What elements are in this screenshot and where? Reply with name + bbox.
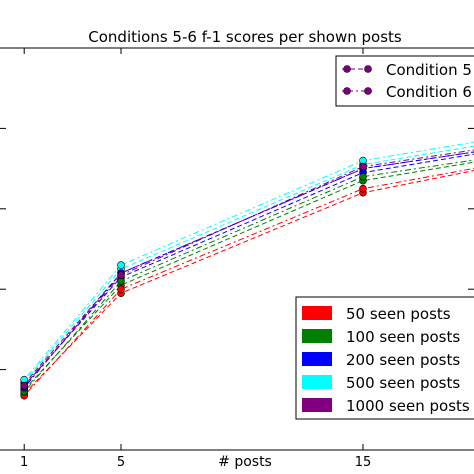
series-line — [23, 141, 474, 380]
legend-label: Condition 6 — [386, 83, 472, 101]
series-line — [23, 159, 474, 393]
data-point — [117, 261, 125, 269]
x-tick-label: 15 — [355, 455, 372, 470]
legend-swatch — [302, 398, 332, 412]
legend-label: 200 seen posts — [346, 351, 460, 369]
legend-swatch — [302, 352, 332, 366]
legend-swatch — [302, 329, 332, 343]
legend-label: 500 seen posts — [346, 374, 460, 392]
legend-marker — [343, 65, 351, 73]
data-point — [359, 162, 367, 171]
series-line — [23, 161, 474, 391]
plot-frame — [0, 47, 474, 451]
data-point — [359, 172, 367, 181]
legend-conditions: Condition 5 Condition 6 — [335, 55, 474, 107]
x-tick-label: 1 — [20, 455, 28, 470]
legend-swatch — [302, 375, 332, 389]
legend-marker — [343, 87, 351, 95]
data-point — [20, 381, 29, 390]
series-line — [23, 145, 474, 382]
legend-label: 50 seen posts — [346, 305, 451, 323]
legend-label: 100 seen posts — [346, 328, 460, 346]
legend-label: 1000 seen posts — [346, 397, 470, 415]
series-line — [23, 151, 474, 384]
chart-title: Conditions 5-6 f-1 scores per shown post… — [88, 28, 402, 46]
legend-label: Condition 5 — [386, 61, 472, 79]
data-point — [117, 271, 125, 279]
series-line — [23, 167, 474, 397]
x-axis-label: # posts — [218, 454, 272, 470]
x-tick-label: 5 — [117, 455, 125, 470]
legend-box — [335, 55, 474, 107]
legend-marker — [364, 87, 372, 95]
series-line — [23, 151, 474, 389]
series-line — [23, 153, 474, 387]
legend-seen-posts: 50 seen posts 100 seen posts 200 seen post… — [295, 296, 474, 420]
legend-swatch — [302, 306, 332, 320]
plot-area — [20, 141, 474, 400]
legend-marker — [364, 65, 372, 73]
data-point — [117, 285, 125, 294]
data-point — [359, 184, 367, 193]
